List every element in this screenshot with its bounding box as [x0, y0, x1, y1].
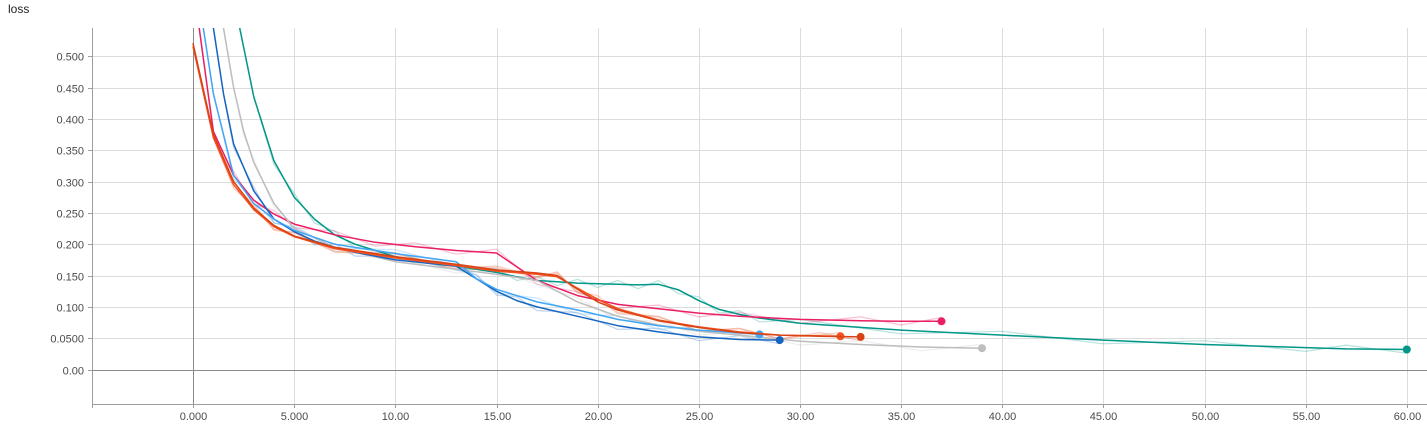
x-tick-label: 5.000 [281, 411, 309, 423]
grid-lines [92, 28, 1427, 404]
series-line[interactable] [192, 46, 842, 338]
y-tick-label: 0.00 [63, 366, 84, 378]
x-tick-label: 45.00 [1090, 411, 1118, 423]
series-end-marker[interactable] [937, 317, 946, 326]
series-line[interactable] [198, 28, 943, 323]
x-tick-label: 30.00 [787, 411, 815, 423]
x-tick-label: 60.00 [1394, 411, 1422, 423]
y-tick-label: 0.100 [56, 303, 84, 315]
series-end-marker[interactable] [1402, 345, 1411, 354]
y-tick-label: 0.150 [56, 272, 84, 284]
series-end-marker[interactable] [856, 332, 865, 341]
chart-title: loss [8, 2, 30, 16]
tick-labels: 0.000 5.000 10.00 15.00 20.00 25.00 30.00 35.00… [50, 52, 1421, 424]
y-tick-label: 0.500 [56, 52, 84, 64]
series-line[interactable] [238, 28, 1408, 351]
series-end-marker[interactable] [775, 336, 784, 345]
x-tick-label: 15.00 [484, 411, 512, 423]
x-tick-label: 50.00 [1192, 411, 1220, 423]
x-tick-label: 55.00 [1293, 411, 1321, 423]
y-tick-label: 0.400 [56, 115, 84, 127]
axes [88, 28, 1427, 408]
y-tick-label: 0.300 [56, 178, 84, 190]
series-line[interactable] [202, 28, 761, 336]
series-raw-trace [239, 28, 1407, 354]
x-tick-label: 35.00 [888, 411, 916, 423]
y-tick-label: 0.200 [56, 240, 84, 252]
y-tick-label: 0.250 [56, 209, 84, 221]
x-tick-label: 40.00 [989, 411, 1017, 423]
series-lines [192, 28, 1411, 354]
series-line[interactable] [222, 28, 983, 349]
series-end-marker[interactable] [978, 344, 986, 353]
y-tick-label: 0.350 [56, 146, 84, 158]
y-tick-label: 0.0500 [50, 334, 84, 346]
series-line[interactable] [192, 42, 862, 338]
y-tick-label: 0.450 [56, 84, 84, 96]
x-tick-label: 25.00 [686, 411, 714, 423]
series-raw-trace [198, 28, 942, 326]
x-tick-label: 0.000 [180, 411, 208, 423]
x-tick-label: 10.00 [382, 411, 410, 423]
x-tick-label: 20.00 [585, 411, 613, 423]
